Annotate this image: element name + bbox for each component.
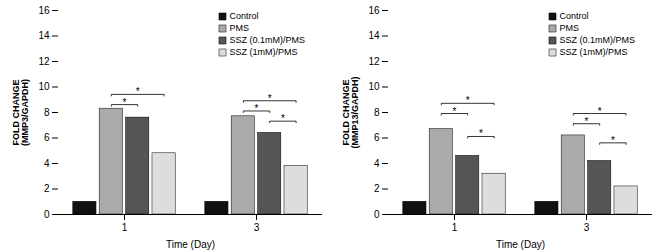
svg-text:SSZ (0.1mM)/PMS: SSZ (0.1mM)/PMS <box>230 35 306 45</box>
svg-text:*: * <box>123 97 127 108</box>
svg-text:*: * <box>268 93 272 104</box>
svg-text:2: 2 <box>374 183 380 194</box>
svg-text:Control: Control <box>230 11 259 21</box>
svg-text:Time (Day): Time (Day) <box>166 239 215 250</box>
svg-text:6: 6 <box>44 132 50 143</box>
svg-text:*: * <box>281 113 285 124</box>
svg-text:SSZ (0.1mM)/PMS: SSZ (0.1mM)/PMS <box>560 35 636 45</box>
svg-text:1: 1 <box>122 222 128 233</box>
svg-text:8: 8 <box>374 107 380 118</box>
svg-text:3: 3 <box>584 222 590 233</box>
svg-text:0: 0 <box>374 209 380 220</box>
svg-text:SSZ (1mM)/PMS: SSZ (1mM)/PMS <box>230 47 298 57</box>
svg-text:*: * <box>479 128 483 139</box>
svg-text:PMS: PMS <box>230 23 250 33</box>
svg-text:6: 6 <box>374 132 380 143</box>
svg-text:Time (Day): Time (Day) <box>496 239 545 250</box>
svg-text:4: 4 <box>44 158 50 169</box>
svg-text:4: 4 <box>374 158 380 169</box>
svg-text:10: 10 <box>368 81 380 92</box>
svg-text:*: * <box>453 106 457 117</box>
svg-text:SSZ (1mM)/PMS: SSZ (1mM)/PMS <box>560 47 628 57</box>
svg-text:FOLD CHANGE(MMP3/GAPDH): FOLD CHANGE(MMP3/GAPDH) <box>11 79 30 146</box>
svg-text:FOLD CHANGE(MMP13/GAPDH): FOLD CHANGE(MMP13/GAPDH) <box>341 76 360 148</box>
svg-text:12: 12 <box>38 56 50 67</box>
svg-text:2: 2 <box>44 183 50 194</box>
svg-text:12: 12 <box>368 56 380 67</box>
svg-text:*: * <box>611 135 615 146</box>
svg-text:14: 14 <box>38 30 50 41</box>
svg-text:1: 1 <box>452 222 458 233</box>
svg-text:PMS: PMS <box>560 23 580 33</box>
svg-text:*: * <box>255 103 259 114</box>
svg-text:14: 14 <box>368 30 380 41</box>
svg-text:10: 10 <box>38 81 50 92</box>
svg-text:16: 16 <box>38 5 50 16</box>
svg-text:3: 3 <box>254 222 260 233</box>
svg-text:8: 8 <box>44 107 50 118</box>
svg-text:*: * <box>598 106 602 117</box>
svg-text:Control: Control <box>560 11 589 21</box>
svg-text:0: 0 <box>44 209 50 220</box>
svg-text:16: 16 <box>368 5 380 16</box>
svg-text:*: * <box>136 86 140 97</box>
svg-text:*: * <box>585 116 589 127</box>
svg-text:*: * <box>466 95 470 106</box>
